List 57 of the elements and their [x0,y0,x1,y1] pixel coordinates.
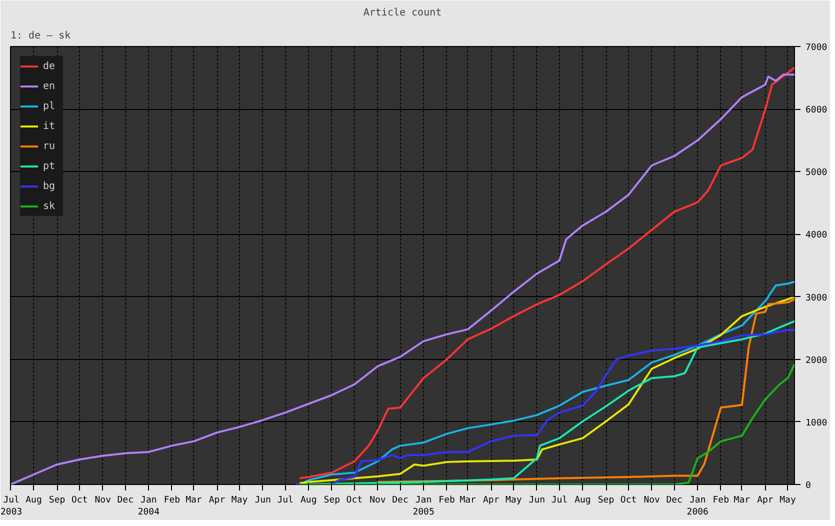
x-tick-label: Dec [666,496,682,506]
y-tick-label: 2000 [806,356,828,366]
y-tick-label: 0 [806,481,811,491]
x-tick-label: Nov [94,496,112,506]
x-tick-label: Aug [26,496,42,506]
line-series [298,66,794,480]
x-tick-label: Dec [392,496,408,506]
x-tick-label: Feb [164,496,180,506]
line-series [298,363,794,484]
x-tick-label: Nov [370,496,386,506]
legend-label: bg [43,180,56,192]
y-tick-label: 4000 [806,230,828,241]
line-series [376,298,794,483]
legend-label: pt [43,160,56,172]
x-tick-label: Oct [346,496,363,506]
legend-label: ru [43,140,56,152]
line-series [10,74,794,484]
x-tick-label: Aug [300,496,317,506]
y-tick-label: 7000 [806,43,828,53]
x-tick-label: Sep [598,496,614,506]
x-tick-label: Apr [208,496,226,506]
x-tick-label: Jul [277,496,294,506]
y-tick-label: 6000 [806,106,828,116]
x-tick-label: Oct [71,496,88,506]
x-tick-label: Apr [482,496,500,506]
x-tick-label: Oct [620,496,637,506]
y-tick-label: 5000 [806,168,828,178]
y-tick-label: 3000 [806,293,828,304]
text: 1: de – sk [10,30,71,42]
x-tick-label: Jan 2004 [138,496,160,518]
x-tick-label: May [506,496,522,506]
x-tick-label: Sep [48,496,66,506]
y-tick-label: 1000 [806,418,828,428]
x-tick-label: Apr [757,496,774,506]
x-tick-label: Jun [528,496,546,506]
x-tick-label: Mar [734,496,751,506]
x-tick-label: Sep [324,496,340,506]
x-tick-label: Jan 2005 [412,496,434,518]
x-tick-label: Mar [186,496,202,506]
x-tick-label: Feb [438,496,455,506]
legend-label: en [43,80,56,92]
x-tick-label: May [231,496,248,506]
x-tick-label: Dec [117,496,134,506]
x-tick-label: Jul 2003 [0,496,22,518]
legend-label: sk [43,200,56,212]
x-tick-label: May [780,496,796,506]
x-tick-label: Aug [574,496,591,506]
x-tick-label: Jan 2006 [686,496,708,518]
x-tick-label: Feb [712,496,730,506]
legend-label: it [43,120,56,132]
x-tick-label: Nov [644,496,660,506]
chart-title: Article count [363,8,442,18]
x-tick-label: Jul [551,496,568,506]
x-tick-label: Mar [460,496,477,506]
x-tick-label: Jun [254,496,271,506]
legend-label: de [43,60,56,72]
legend-label: pl [43,100,56,112]
